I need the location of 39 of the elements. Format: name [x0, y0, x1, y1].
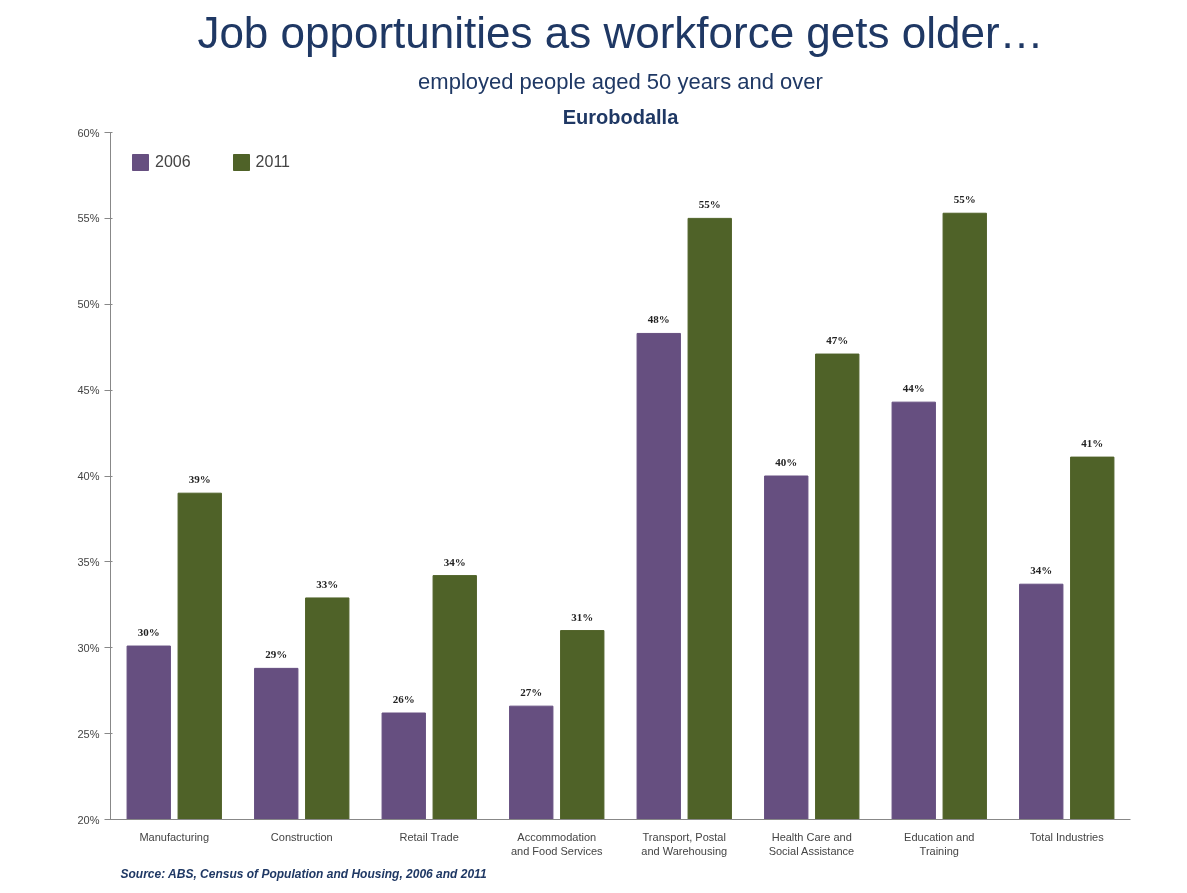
legend-label: 2006 — [155, 153, 191, 171]
chart-subtitle: employed people aged 50 years and over — [418, 68, 823, 94]
x-tick-label: Construction — [270, 830, 333, 843]
data-label: 40% — [775, 456, 798, 468]
text: Eurobodalla — [562, 105, 680, 128]
x-tick-label: Education and Training — [904, 830, 975, 857]
data-label: 39% — [188, 473, 211, 486]
y-tick-label: 40% — [77, 470, 100, 482]
x-tick-label: Manufacturing — [139, 830, 210, 843]
data-label: 55% — [698, 198, 721, 211]
data-label: 33% — [316, 577, 339, 590]
source-note: Source: ABS, Census of Population and Housing, 2006 and 2011 — [120, 866, 487, 881]
y-tick-label: 30% — [77, 641, 100, 654]
y-tick-label: 35% — [77, 555, 100, 568]
data-label: 41% — [1081, 437, 1104, 450]
x-tick-label: Transport, Postal and Warehousing — [641, 830, 728, 857]
data-label: 34% — [443, 555, 466, 568]
x-tick-label: Retail Trade — [399, 830, 459, 843]
y-tick-label: 55% — [77, 212, 100, 225]
data-label: 27% — [520, 686, 543, 699]
data-label: 44% — [902, 382, 925, 395]
data-label: 48% — [647, 313, 670, 326]
y-tick-label: 45% — [77, 384, 100, 397]
data-label: 31% — [571, 610, 594, 623]
chart-title: Job opportunities as workforce gets older… — [197, 7, 1044, 57]
x-tick-label: Health Care and Social Assistance — [768, 830, 855, 857]
legend-label: 2011 — [255, 153, 290, 171]
y-tick-label: 25% — [77, 727, 100, 740]
data-label: 55% — [953, 193, 976, 206]
y-tick-label: 50% — [77, 298, 100, 311]
data-label: 30% — [137, 626, 160, 639]
x-tick-label: Total Industries — [1029, 830, 1105, 843]
x-tick-label: Accommodation and Food Services — [510, 830, 604, 857]
y-tick-label: 20% — [77, 813, 100, 826]
data-label: 29% — [265, 648, 288, 661]
y-tick-label: 60% — [77, 126, 100, 139]
data-label: 47% — [826, 334, 849, 347]
data-label: 34% — [1030, 564, 1053, 577]
data-label: 26% — [392, 693, 415, 706]
